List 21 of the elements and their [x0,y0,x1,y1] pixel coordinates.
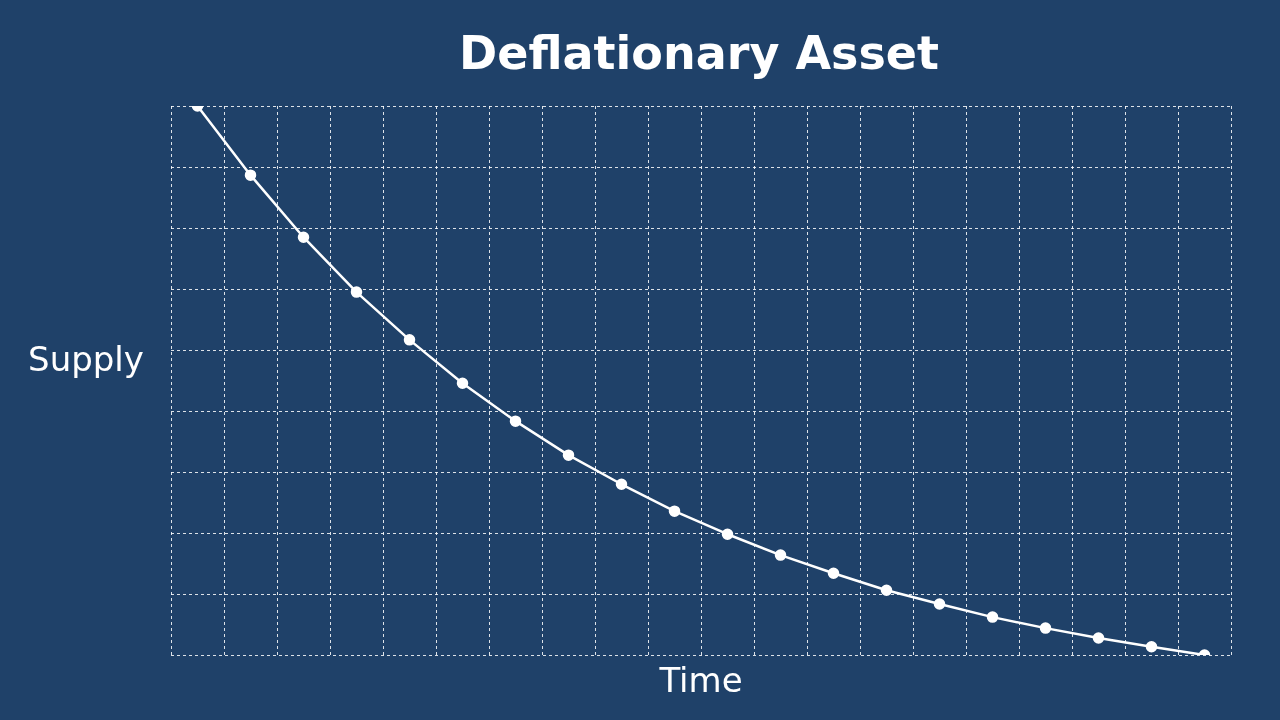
point [668,505,681,517]
point [880,584,893,596]
point [827,567,840,579]
point [403,334,416,346]
point [986,611,999,623]
x-axis-title: Time [658,659,743,700]
point [1145,641,1158,653]
chart-title: Deflationary Asset [459,25,939,80]
point [1092,632,1105,644]
point [509,415,522,427]
point [933,598,946,610]
point [721,528,734,540]
point [774,549,787,561]
point [562,449,575,461]
point [1039,622,1052,634]
point [456,377,469,389]
point [350,286,363,298]
y-axis-title: Supply [28,338,144,379]
point [244,169,257,181]
point [297,231,310,243]
point [615,478,628,491]
